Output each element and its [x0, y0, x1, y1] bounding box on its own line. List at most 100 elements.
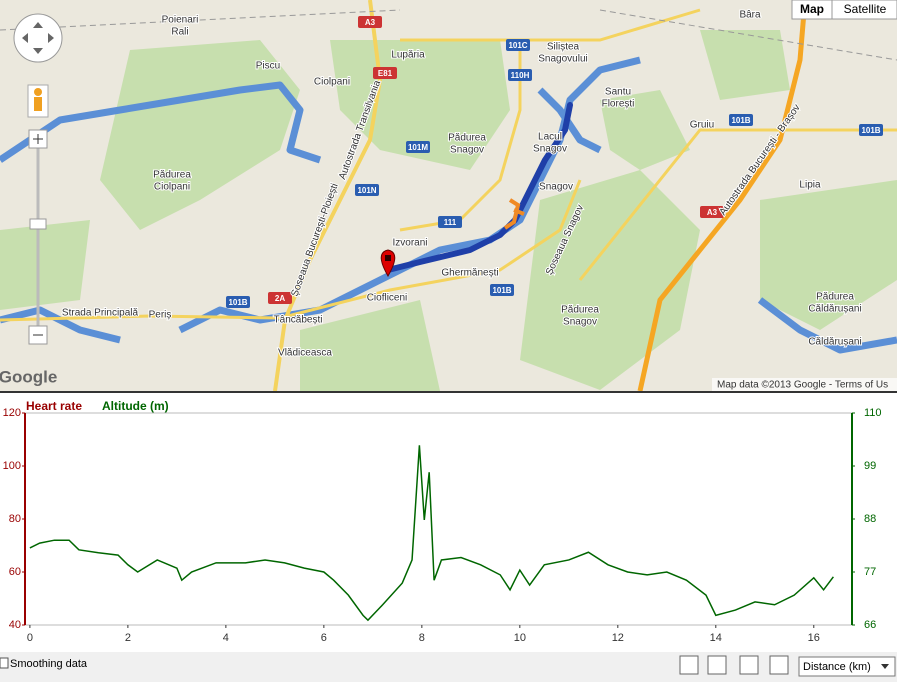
- road-label: 111: [444, 218, 457, 227]
- y2-tick-label: 88: [864, 513, 876, 525]
- start-marker: [380, 249, 396, 278]
- place-label: Pădurea: [448, 133, 486, 144]
- y-tick-label: 80: [9, 513, 21, 525]
- x-axis-select[interactable]: [798, 656, 896, 677]
- road-label: 110H: [511, 71, 530, 80]
- place-label: Ciofliceni: [367, 293, 408, 304]
- pegman-body: [34, 97, 42, 111]
- place-label: Santu: [605, 87, 631, 98]
- place-label: Gruiu: [690, 120, 714, 131]
- smoothing-label: Smoothing data: [10, 658, 88, 670]
- place-label: Snagov: [539, 182, 573, 193]
- icon-button[interactable]: [707, 655, 727, 675]
- place-label: Izvorani: [392, 238, 427, 249]
- road-shield: [226, 296, 250, 308]
- place-label: Snagovului: [538, 54, 587, 65]
- road-shield: [355, 184, 379, 196]
- place-label: Tâncăbești: [274, 315, 323, 326]
- road-label: 101N: [357, 186, 376, 195]
- x-tick-label: 10: [514, 632, 526, 644]
- select-arrow: [881, 664, 889, 669]
- pegman-head: [34, 88, 42, 96]
- x-tick-label: 16: [808, 632, 820, 644]
- road-label: 101B: [228, 298, 247, 307]
- left-axis-label: Heart rate: [26, 399, 82, 413]
- place-label: Piscu: [256, 61, 280, 72]
- pan-control[interactable]: [13, 13, 63, 63]
- road-shield: [490, 284, 514, 296]
- chart: 40 60 80 100 120 66 77 88 99 110 0 2 4 6 8 10 12 14 16: [3, 407, 882, 644]
- place-label: Căldărușani: [808, 337, 861, 348]
- road-label: A3: [707, 208, 718, 217]
- place-label: Pădurea: [561, 305, 599, 316]
- right-axis-label: Altitude (m): [102, 399, 169, 413]
- y2-tick-label: 110: [864, 407, 882, 419]
- place-label: Snagov: [450, 145, 484, 156]
- road-shield: [859, 124, 883, 136]
- road-label: 101C: [508, 41, 527, 50]
- y2-tick-label: 77: [864, 566, 876, 578]
- marker-dot: [385, 255, 391, 261]
- x-tick-label: 4: [223, 632, 229, 644]
- road-label: 101B: [731, 116, 750, 125]
- y-tick-label: 120: [3, 407, 21, 419]
- icon-button[interactable]: [769, 655, 789, 675]
- plot-area: [24, 412, 853, 626]
- icon-button[interactable]: [739, 655, 759, 675]
- place-label: Căldărușani: [808, 304, 861, 315]
- road-label: 101B: [861, 126, 880, 135]
- toolbar-icons: [679, 655, 789, 675]
- zoom-handle[interactable]: [29, 218, 47, 230]
- place-label: Bâra: [739, 10, 761, 21]
- road-label: A3: [365, 18, 376, 27]
- road-label: E81: [378, 69, 393, 78]
- place-label: Snagov: [563, 317, 597, 328]
- map-button-label: Map: [800, 2, 824, 16]
- place-label: Florești: [602, 99, 635, 110]
- roads: [0, 0, 897, 392]
- road-shield: [700, 206, 724, 218]
- place-label: Siliștea: [547, 42, 580, 53]
- road-shield: [268, 292, 292, 304]
- road-shield: [729, 114, 753, 126]
- road-shield: [358, 16, 382, 28]
- attribution[interactable]: Map data ©2013 Google - Terms of Us: [717, 380, 888, 391]
- satellite-button-label: Satellite: [844, 2, 887, 16]
- place-label: Strada Principală: [62, 308, 139, 319]
- place-label: Rali: [171, 27, 188, 38]
- toolbar: [0, 652, 897, 682]
- forest: [0, 30, 897, 391]
- road-shield: [406, 141, 430, 153]
- road-label: 101B: [492, 286, 511, 295]
- y-tick-label: 40: [9, 619, 21, 631]
- place-label: Poienari: [162, 15, 199, 26]
- x-tick-label: 0: [27, 632, 33, 644]
- road-shield: [508, 69, 532, 81]
- road-label: 101M: [408, 143, 428, 152]
- place-label: Pădurea: [816, 292, 854, 303]
- x-tick-label: 12: [612, 632, 624, 644]
- attribution-bg: [712, 378, 897, 391]
- smoothing-checkbox[interactable]: [0, 657, 9, 669]
- place-label: Lupăria: [391, 50, 425, 61]
- place-label: Lacul: [538, 132, 562, 143]
- y2-tick-label: 99: [864, 460, 876, 472]
- place-label: Periș: [149, 310, 172, 321]
- road-shield: [438, 216, 462, 228]
- runner-icon: [503, 198, 525, 230]
- road-shield: [373, 67, 397, 79]
- road-label: 2A: [275, 294, 285, 303]
- y2-tick-label: 66: [864, 619, 876, 631]
- x-tick-label: 6: [321, 632, 327, 644]
- place-label: Lipia: [799, 180, 821, 191]
- place-label: Snagov: [533, 144, 567, 155]
- icon-button[interactable]: [679, 655, 699, 675]
- x-axis-select-label: Distance (km): [803, 661, 871, 673]
- place-label: Vlădiceasca: [278, 348, 332, 359]
- y-tick-label: 100: [3, 460, 21, 472]
- google-logo: Google: [0, 367, 57, 386]
- road-shield: [506, 39, 530, 51]
- place-label: Ciolpani: [314, 77, 350, 88]
- satellite-button[interactable]: [831, 0, 897, 20]
